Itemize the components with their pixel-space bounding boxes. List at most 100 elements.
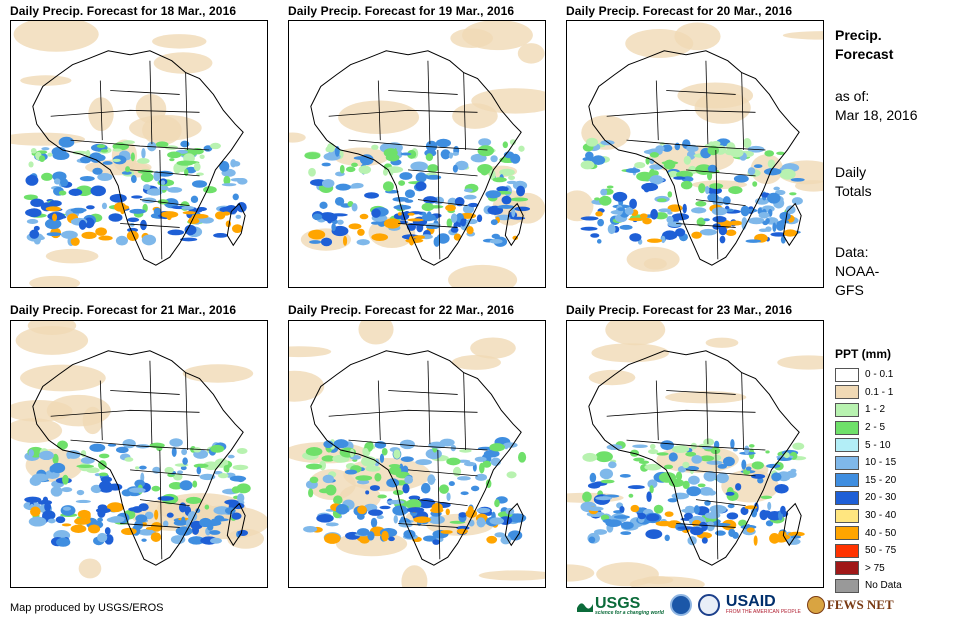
- fews-net-logo: FEWS NET: [806, 596, 894, 614]
- rain-cell: [70, 524, 87, 534]
- rain-cell: [62, 506, 72, 511]
- rain-cell: [691, 454, 703, 464]
- rain-cell: [86, 467, 100, 474]
- rain-cell: [365, 465, 381, 472]
- rain-cell: [501, 195, 512, 205]
- rain-cell: [89, 443, 106, 452]
- rain-cell: [102, 161, 113, 165]
- rain-cell: [696, 217, 706, 227]
- rain-cell: [305, 447, 323, 456]
- light-rain-patch: [45, 248, 99, 264]
- rain-cell: [56, 537, 71, 547]
- rain-cell: [210, 537, 222, 544]
- rain-cell: [108, 483, 123, 491]
- rain-cell: [791, 197, 803, 205]
- legend-item: > 75: [835, 560, 902, 578]
- rain-cell: [675, 471, 683, 481]
- rain-cell: [735, 483, 742, 491]
- rain-cell: [667, 221, 683, 227]
- rain-cell: [381, 530, 389, 542]
- rain-cell: [725, 229, 737, 236]
- rain-cell: [629, 233, 642, 242]
- rain-cell: [682, 461, 690, 469]
- rain-cell: [309, 240, 322, 244]
- rain-cell: [506, 180, 518, 185]
- rain-cell: [79, 156, 92, 164]
- rain-cell: [86, 205, 95, 210]
- rain-cell: [792, 442, 805, 450]
- legend-label: 2 - 5: [865, 422, 886, 434]
- rain-cell: [47, 518, 56, 524]
- rain-cell: [351, 203, 358, 212]
- rain-cell: [371, 144, 379, 150]
- rain-cell: [415, 181, 427, 191]
- rain-cell: [712, 216, 727, 223]
- legend-swatch: [835, 367, 859, 382]
- light-rain-patch: [517, 43, 545, 64]
- forecast-map-5: [288, 320, 546, 588]
- rain-cell: [72, 210, 84, 214]
- rain-cell: [23, 194, 38, 201]
- legend-swatch: [835, 473, 859, 488]
- rain-cell: [425, 140, 438, 152]
- rain-cell: [187, 511, 198, 522]
- rain-cell: [741, 459, 747, 470]
- rain-cell: [213, 233, 228, 238]
- rain-cell: [333, 439, 349, 449]
- rain-cell: [166, 512, 174, 518]
- rain-cell: [704, 512, 721, 519]
- rain-cell: [627, 485, 645, 490]
- rain-cell: [187, 218, 200, 224]
- rain-cell: [432, 539, 440, 545]
- rain-cell: [181, 448, 188, 456]
- rain-cell: [446, 218, 453, 228]
- rain-cell: [490, 155, 498, 163]
- light-rain-patch: [129, 114, 202, 141]
- rain-cell: [221, 183, 237, 187]
- rain-cell: [747, 208, 758, 213]
- rain-cell: [127, 217, 140, 223]
- light-rain-patch: [451, 355, 501, 370]
- rain-cell: [589, 472, 597, 483]
- rain-cell: [61, 230, 78, 239]
- rain-cell: [740, 506, 749, 516]
- rain-cell: [323, 440, 334, 449]
- rain-cell: [192, 480, 198, 488]
- legend-item: 5 - 10: [835, 436, 902, 454]
- rain-cell: [502, 141, 508, 149]
- light-rain-patch: [794, 180, 823, 192]
- country-border: [185, 372, 189, 451]
- rain-cell: [393, 204, 412, 210]
- country-border: [741, 72, 745, 151]
- rain-cell: [392, 505, 408, 516]
- rain-cell: [61, 523, 72, 527]
- light-rain-patch: [27, 321, 77, 335]
- rain-cell: [100, 487, 113, 493]
- rain-cell: [369, 485, 380, 491]
- country-border: [686, 169, 756, 177]
- rain-cell: [706, 521, 715, 532]
- light-rain-patch: [470, 337, 516, 359]
- rain-cell: [785, 205, 796, 215]
- rain-cell: [656, 452, 669, 456]
- rain-cell: [645, 529, 663, 539]
- rain-cell: [28, 516, 47, 527]
- country-border: [686, 469, 756, 477]
- rain-cell: [783, 452, 790, 459]
- rain-cell: [171, 447, 177, 457]
- rain-cell: [113, 204, 130, 211]
- rain-cell: [188, 536, 205, 545]
- rain-cell: [647, 449, 659, 455]
- rain-cell: [199, 217, 214, 224]
- rain-cell: [358, 165, 372, 174]
- rain-cell: [168, 481, 184, 490]
- rain-cell: [406, 222, 417, 231]
- light-rain-patch: [289, 370, 325, 402]
- panel-title-3: Daily Precip. Forecast for 20 Mar., 2016: [566, 4, 793, 18]
- rain-cell: [160, 180, 166, 185]
- legend-item: 50 - 75: [835, 542, 902, 560]
- legend-item: 30 - 40: [835, 507, 902, 525]
- rain-cell: [666, 215, 674, 224]
- legend-swatch: [835, 508, 859, 523]
- rain-cell: [164, 466, 174, 474]
